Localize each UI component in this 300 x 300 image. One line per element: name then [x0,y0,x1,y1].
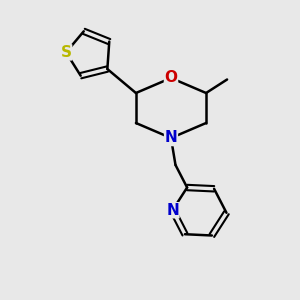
Text: N: N [165,130,177,146]
Text: S: S [61,45,72,60]
Text: O: O [164,70,178,86]
Text: N: N [166,203,179,218]
